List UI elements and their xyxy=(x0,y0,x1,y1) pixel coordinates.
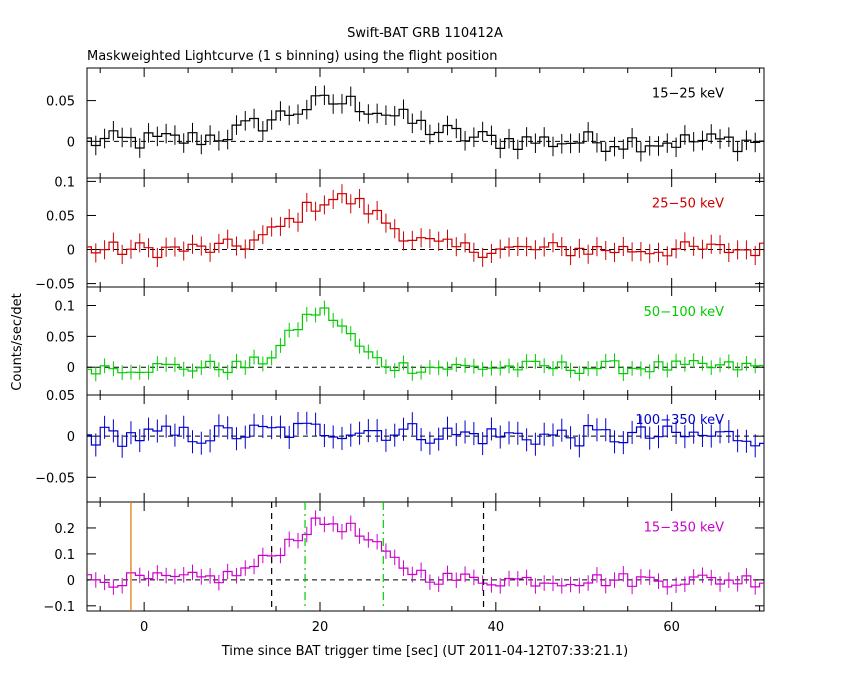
y-tick-label: 0 xyxy=(67,361,75,376)
y-tick-label: 0.05 xyxy=(46,330,75,345)
y-tick-label: 0.1 xyxy=(54,300,75,315)
panel-15-25: 0 0.05 15−25 keV xyxy=(46,67,765,179)
x-tick-label: 40 xyxy=(488,620,505,635)
x-tick-label: 0 xyxy=(140,620,148,635)
lightcurve-15-350 xyxy=(87,517,764,588)
y-tick-label: 0.05 xyxy=(46,389,75,404)
y-tick-label: 0.05 xyxy=(46,209,75,224)
panel-frame xyxy=(86,501,765,612)
panel-frame xyxy=(86,177,765,288)
x-tick-label: 20 xyxy=(312,620,329,635)
panels-group: 0 0.05 15−25 keV −0.05 0 0.05 0.1 25−50 keV 0 0.0… xyxy=(35,67,765,635)
chart-subtitle: Maskweighted Lightcurve (1 s binning) us… xyxy=(87,49,497,64)
y-tick-label: −0.05 xyxy=(35,471,75,486)
energy-band-label: 50−100 keV xyxy=(644,305,724,320)
energy-band-label: 15−350 keV xyxy=(644,520,724,535)
y-tick-label: 0 xyxy=(67,574,75,589)
y-tick-label: −0.05 xyxy=(35,278,75,293)
energy-band-label: 100−350 keV xyxy=(635,413,724,428)
y-tick-label: −0.1 xyxy=(43,600,75,615)
energy-band-label: 15−25 keV xyxy=(652,87,724,102)
y-axis-label: Counts/sec/det xyxy=(10,293,25,390)
panel-50-100: 0 0.05 0.1 50−100 keV xyxy=(46,286,765,396)
y-tick-label: 0 xyxy=(67,244,75,259)
energy-band-label: 25−50 keV xyxy=(652,196,724,211)
panel-frame xyxy=(86,394,765,503)
x-tick-label: 60 xyxy=(663,620,680,635)
lightcurve-15-25 xyxy=(87,94,764,153)
y-tick-label: 0.1 xyxy=(54,548,75,563)
panel-25-50: −0.05 0 0.05 0.1 25−50 keV xyxy=(35,175,765,293)
x-axis-label: Time since BAT trigger time [sec] (UT 20… xyxy=(221,644,628,659)
panel-15-350: −0.1 0 0.1 0.2 15−350 keV 0 20 40 60 xyxy=(43,501,765,635)
y-tick-label: 0.1 xyxy=(54,175,75,190)
panel-frame xyxy=(86,286,765,396)
y-tick-label: 0.05 xyxy=(46,95,75,110)
y-tick-label: 0 xyxy=(67,135,75,150)
lightcurve-100-350 xyxy=(87,422,764,447)
chart-title: Swift-BAT GRB 110412A xyxy=(347,26,503,41)
lightcurve-25-50 xyxy=(87,193,764,259)
lightcurve-50-100 xyxy=(87,307,764,375)
panel-100-350: −0.05 0 0.05 100−350 keV xyxy=(35,389,765,503)
y-tick-label: 0 xyxy=(67,430,75,445)
y-tick-label: 0.2 xyxy=(54,522,75,537)
